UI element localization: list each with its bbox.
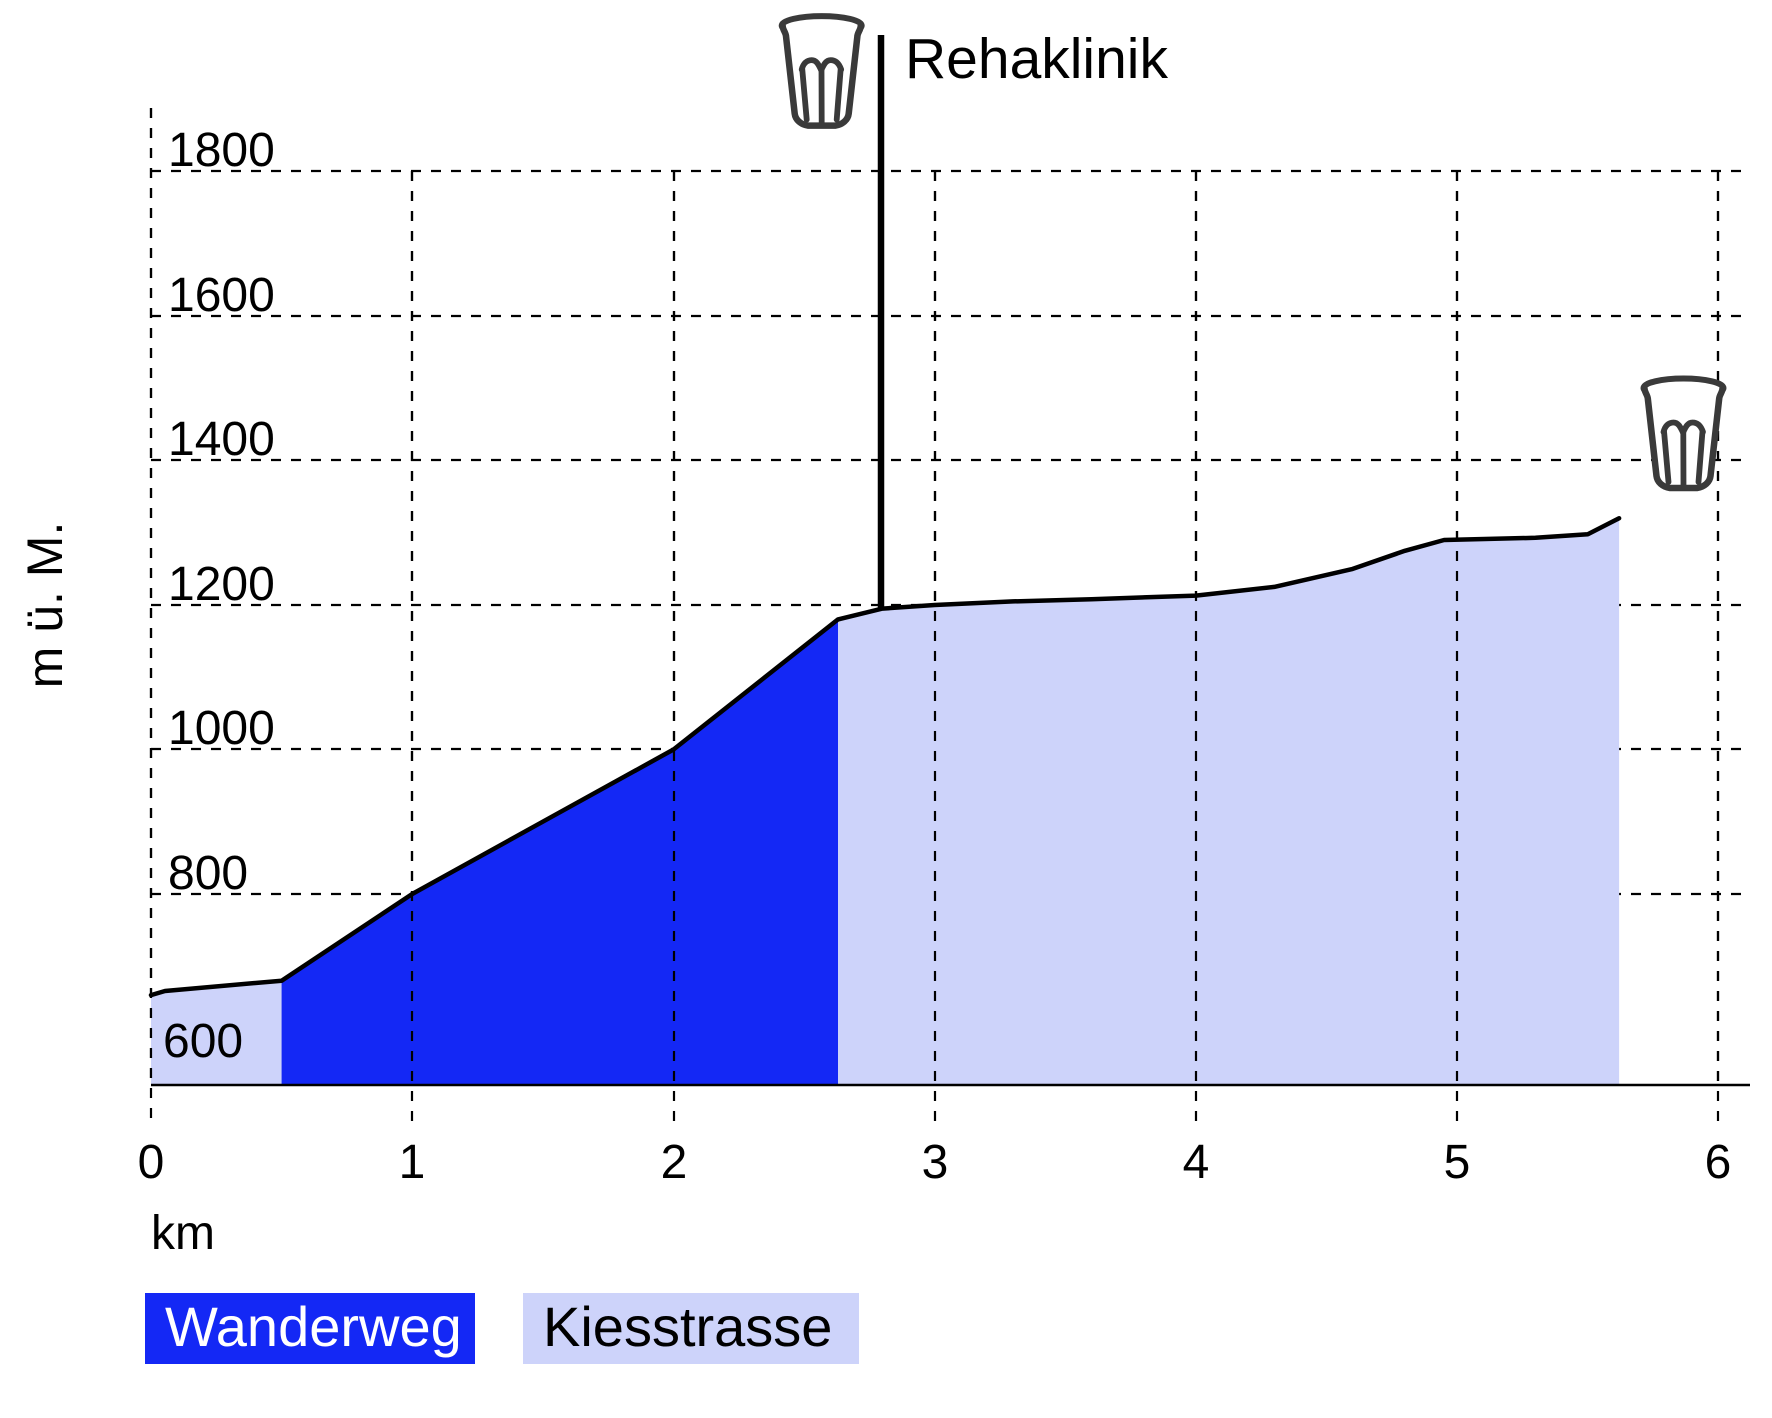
- svg-text:Kiesstrasse: Kiesstrasse: [543, 1295, 832, 1358]
- svg-text:1000: 1000: [168, 702, 275, 755]
- svg-text:km: km: [151, 1207, 215, 1260]
- svg-text:3: 3: [922, 1136, 949, 1189]
- svg-text:5: 5: [1444, 1136, 1471, 1189]
- svg-text:4: 4: [1183, 1136, 1210, 1189]
- svg-text:1: 1: [399, 1136, 426, 1189]
- svg-text:800: 800: [168, 847, 248, 900]
- svg-text:Rehaklinik: Rehaklinik: [905, 27, 1168, 91]
- svg-text:600: 600: [163, 1015, 243, 1068]
- svg-text:2: 2: [661, 1136, 688, 1189]
- svg-text:1800: 1800: [168, 124, 275, 177]
- svg-text:m ü. M.: m ü. M.: [17, 522, 73, 689]
- svg-text:1200: 1200: [168, 558, 275, 611]
- svg-text:0: 0: [138, 1136, 165, 1189]
- svg-text:1600: 1600: [168, 269, 275, 322]
- svg-text:6: 6: [1705, 1136, 1732, 1189]
- svg-text:1400: 1400: [168, 413, 275, 466]
- svg-text:Wanderweg: Wanderweg: [165, 1295, 462, 1358]
